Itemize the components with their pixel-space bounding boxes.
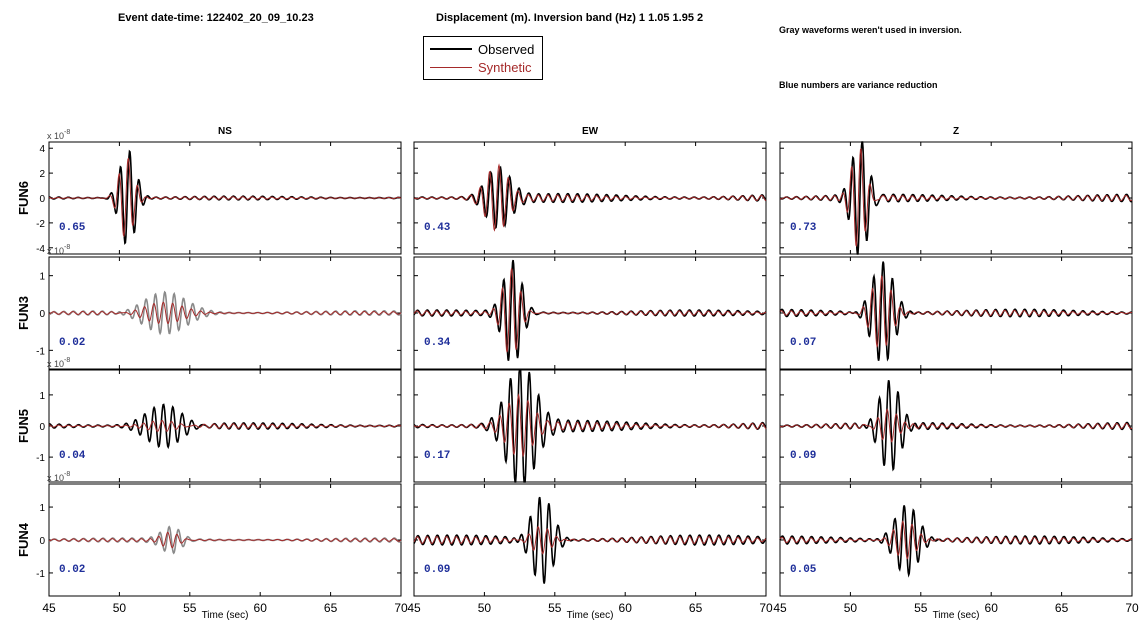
- synthetic-waveform: [779, 274, 1133, 349]
- x-tick-label: 50: [113, 601, 127, 615]
- variance-reduction-value: 0.05: [790, 564, 817, 576]
- synthetic-waveform: [413, 163, 767, 232]
- scale-exponent: -8: [64, 129, 70, 136]
- variance-reduction-value: 0.43: [424, 222, 451, 234]
- variance-reduction-value: 0.02: [59, 337, 85, 349]
- x-tick-label: 60: [619, 601, 633, 615]
- variance-reduction-value: 0.02: [59, 564, 85, 576]
- x-tick-label: 45: [42, 601, 56, 615]
- panel-fun5-ew: 0.17: [413, 369, 767, 483]
- x-tick-label: 45: [407, 601, 421, 615]
- x-tick-label: 50: [478, 601, 492, 615]
- legend-synthetic-label: Synthetic: [478, 59, 532, 75]
- panel-fun5-z: 0.09: [779, 369, 1133, 483]
- legend-observed-label: Observed: [478, 41, 535, 57]
- variance-reduction-value: 0.73: [790, 222, 817, 234]
- synthetic-waveform: [413, 525, 767, 555]
- panel-fun3-ns: -1 0 1 0.02: [36, 256, 402, 370]
- variance-reduction-note: Blue numbers are variance reduction: [779, 80, 938, 90]
- y-tick-label: 2: [39, 169, 45, 180]
- column-title-ew: EW: [582, 126, 599, 137]
- synthetic-waveform: [49, 531, 402, 549]
- x-tick-label: 50: [844, 601, 858, 615]
- x-tick-label: 55: [183, 601, 197, 615]
- panel-fun4-ew: 0.09 45 50 55 60 65 70 Time (sec): [407, 483, 773, 621]
- y-tick-label: 1: [39, 272, 45, 283]
- x-tick-label: 65: [1055, 601, 1069, 615]
- y-tick-label: -1: [36, 346, 45, 357]
- column-title-z: Z: [953, 126, 959, 137]
- x-tick-label: 70: [394, 601, 408, 615]
- synthetic-waveform: [48, 419, 402, 432]
- y-tick-label: 0: [39, 536, 45, 547]
- y-tick-label: 0: [39, 422, 45, 433]
- panel-fun6-ew: 0.43: [413, 141, 767, 255]
- variance-reduction-value: 0.17: [424, 450, 450, 462]
- panel-fun6-z: 0.73: [779, 141, 1133, 255]
- legend: Observed Synthetic: [423, 36, 543, 80]
- x-tick-label: 65: [689, 601, 703, 615]
- synthetic-waveform: [779, 520, 1133, 560]
- panel-fun3-z: 0.07: [779, 256, 1133, 370]
- x-axis-label: Time (sec): [933, 610, 980, 621]
- scale-factor-label: x 10-8: [47, 129, 70, 141]
- y-tick-label: -4: [36, 244, 45, 255]
- y-tick-label: 4: [39, 144, 45, 155]
- synthetic-waveform: [779, 148, 1133, 248]
- x-axis-label: Time (sec): [567, 610, 614, 621]
- synthetic-waveform: [48, 301, 402, 325]
- variance-reduction-value: 0.09: [790, 450, 816, 462]
- x-tick-label: 70: [1125, 601, 1139, 615]
- station-label-fun4: FUN4: [16, 522, 31, 557]
- y-tick-label: -1: [36, 453, 45, 464]
- column-title-ns: NS: [218, 126, 232, 137]
- panel-fun4-z: 0.05 45 50 55 60 65 70 Time (sec): [773, 483, 1139, 621]
- station-label-fun5: FUN5: [16, 409, 31, 443]
- variance-reduction-value: 0.09: [424, 564, 450, 576]
- y-tick-label: 1: [39, 391, 45, 402]
- panel-fun3-ew: 0.34: [413, 256, 767, 370]
- synthetic-waveform: [413, 393, 767, 458]
- scale-exponent: -8: [64, 471, 70, 478]
- observed-swatch: [430, 48, 472, 50]
- panel-frame: [779, 141, 1133, 255]
- panel-fun4-ns: -1 0 1 0.02 45 50 55 60 65 70 Time (sec): [36, 483, 408, 621]
- x-tick-label: 45: [773, 601, 787, 615]
- x-tick-label: 55: [548, 601, 562, 615]
- y-tick-label: -1: [36, 569, 45, 580]
- synthetic-waveform: [779, 408, 1133, 443]
- legend-observed: Observed: [430, 41, 534, 57]
- scale-exponent: -8: [64, 357, 70, 364]
- y-tick-label: 0: [39, 194, 45, 205]
- x-tick-label: 70: [759, 601, 773, 615]
- event-datetime-label: Event date-time: 122402_20_09_10.23: [118, 12, 314, 24]
- gray-waveforms-note: Gray waveforms weren't used in inversion…: [779, 25, 962, 35]
- synthetic-swatch: [430, 66, 472, 68]
- variance-reduction-value: 0.34: [424, 337, 451, 349]
- x-tick-label: 60: [985, 601, 999, 615]
- x-tick-label: 65: [324, 601, 338, 615]
- legend-synthetic: Synthetic: [430, 59, 531, 75]
- displacement-band-label: Displacement (m). Inversion band (Hz) 1 …: [436, 12, 704, 24]
- x-tick-label: 55: [914, 601, 928, 615]
- y-tick-label: -2: [36, 219, 45, 230]
- synthetic-waveform: [413, 268, 767, 353]
- station-label-fun6: FUN6: [16, 181, 31, 215]
- x-tick-label: 60: [254, 601, 268, 615]
- panel-fun6-ns: -4 -2 0 2 4 0.65: [36, 141, 402, 255]
- variance-reduction-value: 0.65: [59, 222, 86, 234]
- panel-fun5-ns: -1 0 1 0.04: [36, 369, 402, 483]
- x-axis-label: Time (sec): [202, 610, 249, 621]
- variance-reduction-value: 0.07: [790, 337, 816, 349]
- station-label-fun3: FUN3: [16, 296, 31, 330]
- y-tick-label: 1: [39, 503, 45, 514]
- y-tick-label: 0: [39, 309, 45, 320]
- scale-exponent: -8: [64, 244, 70, 251]
- synthetic-waveform: [48, 157, 402, 238]
- variance-reduction-value: 0.04: [59, 450, 86, 462]
